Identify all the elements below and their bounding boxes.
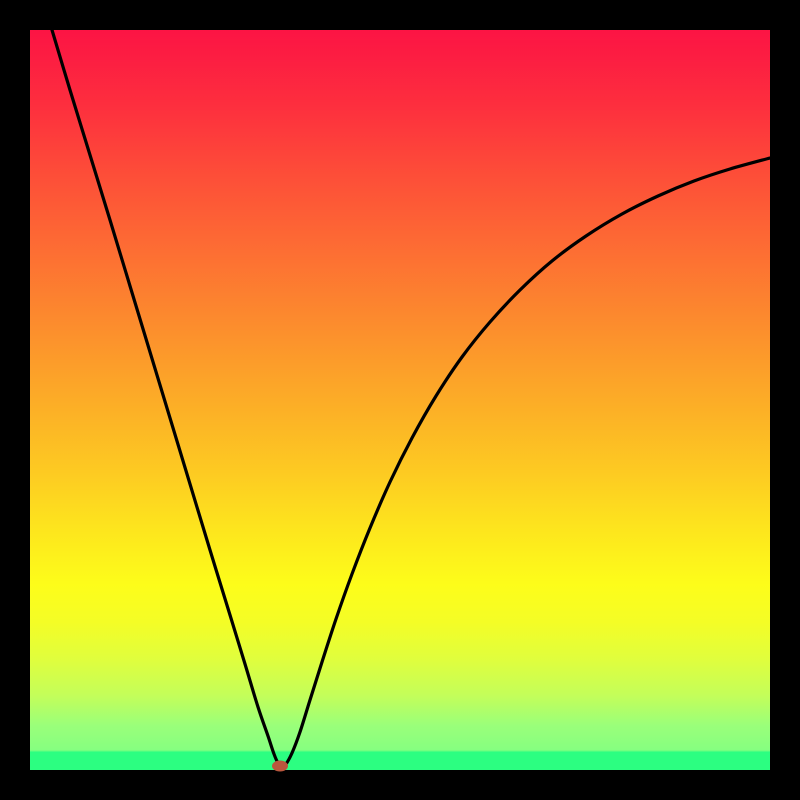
optimal-point-marker: [272, 761, 288, 772]
bottleneck-chart: [0, 0, 800, 800]
chart-container: TheBottleneck.com: [0, 0, 800, 800]
chart-gradient-bg: [30, 30, 770, 770]
